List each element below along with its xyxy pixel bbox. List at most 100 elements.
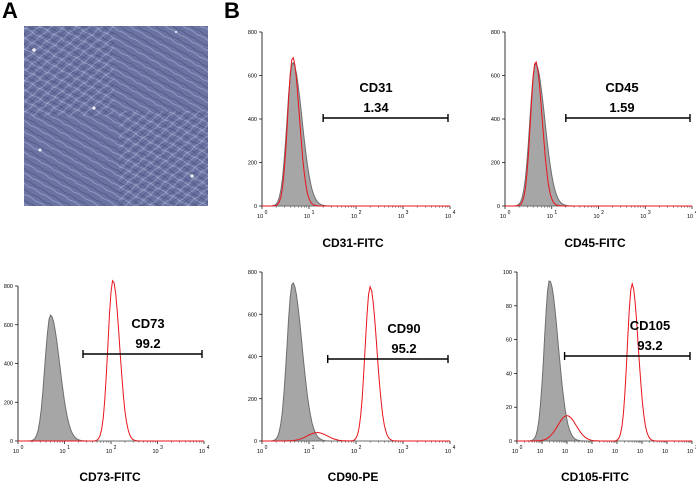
cd105-y-tick-label: 100 [503, 270, 512, 276]
cd105-x-tick-base: 10 [612, 449, 618, 455]
panel-letter-b: B [224, 0, 240, 23]
cd31-percent-positive: 1.34 [363, 100, 389, 115]
cd105-axis-label: CD105-FITC [560, 470, 629, 484]
cd90-marker-name: CD90 [387, 321, 420, 336]
cd90-x-tick-base: 10 [398, 449, 404, 455]
cd73-y-tick-label: 200 [4, 400, 13, 406]
cd31-y-tick-label: 800 [248, 30, 257, 36]
cd90-x-tick-base: 10 [445, 449, 451, 455]
cd45-x-tick-base: 10 [687, 214, 693, 220]
cd90-y-tick-label: 200 [248, 397, 257, 403]
cd73-sample-peak [18, 279, 204, 442]
cd45-x-tick-base: 10 [593, 214, 599, 220]
cd45-x-tick-base: 10 [547, 214, 553, 220]
cd45-x-tick-exponent: 4 [695, 210, 696, 216]
cd73-x-tick-exponent: 3 [160, 445, 163, 451]
cd31-x-tick-base: 10 [351, 214, 357, 220]
cd31-x-tick-exponent: 3 [406, 210, 409, 216]
cd31-x-tick-base: 10 [398, 214, 404, 220]
cd45-percent-positive: 1.59 [609, 100, 634, 115]
cd31-y-tick-label: 0 [254, 204, 257, 210]
cd73-y-tick-label: 400 [4, 362, 13, 368]
cd105-x-tick-base: 10 [512, 449, 518, 455]
cd45-y-tick-label: 800 [491, 30, 500, 36]
cd31-axis-label: CD31-FITC [322, 236, 384, 250]
cell-micrograph-image [24, 26, 208, 206]
cd90-y-tick-label: 600 [248, 312, 257, 318]
cd105-x-tick-base: 10 [687, 449, 693, 455]
cd73-marker-name: CD73 [131, 316, 164, 331]
cd31-marker-name: CD31 [359, 80, 392, 95]
cd90-y-tick-label: 400 [248, 355, 257, 361]
cd90-y-tick-label: 0 [254, 439, 257, 445]
cd31-x-tick-base: 10 [304, 214, 310, 220]
cd73-x-tick-exponent: 4 [207, 445, 210, 451]
cd105-x-tick-base: 10 [662, 449, 668, 455]
cd73-x-tick-exponent: 1 [67, 445, 70, 451]
cd31-y-tick-label: 200 [248, 161, 257, 167]
cd73-percent-positive: 99.2 [135, 336, 160, 351]
cd45-y-tick-label: 200 [491, 161, 500, 167]
cd105-sample-peak [517, 281, 692, 442]
cd90-y-tick-label: 800 [248, 270, 257, 276]
cd73-x-tick-exponent: 0 [21, 445, 24, 451]
cd73-x-tick-exponent: 2 [114, 445, 117, 451]
cd73-y-tick-label: 600 [4, 323, 13, 329]
cd31-x-tick-base: 10 [445, 214, 451, 220]
cd105-y-tick-label: 40 [506, 371, 512, 377]
cd105-x-tick-base: 10 [637, 449, 643, 455]
cd90-axis-label: CD90-PE [327, 470, 379, 484]
cd105-x-tick-base: 10 [587, 449, 593, 455]
cd45-marker-name: CD45 [605, 80, 638, 95]
cd73-x-tick-base: 10 [152, 449, 158, 455]
cd73-x-tick-base: 10 [106, 449, 112, 455]
cd90-x-tick-base: 10 [351, 449, 357, 455]
cd105-marker-name: CD105 [630, 318, 670, 333]
cd73-y-tick-label: 800 [4, 284, 13, 290]
cd45-y-tick-label: 600 [491, 74, 500, 80]
panel-letter-a: A [2, 0, 18, 23]
cd31-x-tick-exponent: 0 [265, 210, 268, 216]
cd73-axis-label: CD73-FITC [79, 470, 141, 484]
cd90-x-tick-base: 10 [257, 449, 263, 455]
cd45-axis-label: CD45-FITC [564, 236, 626, 250]
cd105-y-tick-label: 0 [509, 439, 512, 445]
cd105-isotype-control-peak [517, 280, 692, 442]
cd45-y-tick-label: 400 [491, 117, 500, 123]
cd105-y-tick-label: 60 [506, 338, 512, 344]
cd105-x-tick-base: 10 [537, 449, 543, 455]
cd73-x-tick-base: 10 [199, 449, 205, 455]
cd90-x-tick-base: 10 [304, 449, 310, 455]
cd90-x-tick-exponent: 4 [453, 445, 456, 451]
cd73-y-tick-label: 0 [10, 439, 13, 445]
cd45-x-tick-exponent: 3 [648, 210, 651, 216]
cd45-sample-peak [505, 60, 692, 207]
cd73-x-tick-base: 10 [59, 449, 65, 455]
cd31-x-tick-exponent: 2 [359, 210, 362, 216]
cd105-percent-positive: 93.2 [637, 338, 662, 353]
cd90-x-tick-exponent: 2 [359, 445, 362, 451]
cd105-x-tick-exponent: 7 [695, 445, 696, 451]
cd105-x-tick-exponent: 0 [520, 445, 523, 451]
cd45-y-tick-label: 0 [497, 204, 500, 210]
cd45-x-tick-exponent: 0 [508, 210, 511, 216]
cd73-x-tick-base: 10 [13, 449, 19, 455]
cd45-x-tick-base: 10 [500, 214, 506, 220]
cd105-y-tick-label: 80 [506, 304, 512, 310]
cd31-sample-peak [262, 56, 450, 207]
cd45-x-tick-exponent: 1 [554, 210, 557, 216]
cd31-x-tick-base: 10 [257, 214, 263, 220]
cd31-x-tick-exponent: 4 [453, 210, 456, 216]
cd45-x-tick-exponent: 2 [601, 210, 604, 216]
cd45-x-tick-base: 10 [640, 214, 646, 220]
cd90-x-tick-exponent: 0 [265, 445, 268, 451]
cd31-y-tick-label: 600 [248, 74, 257, 80]
cd105-x-tick-base: 10 [562, 449, 568, 455]
cd90-x-tick-exponent: 3 [406, 445, 409, 451]
cd105-y-tick-label: 20 [506, 405, 512, 411]
